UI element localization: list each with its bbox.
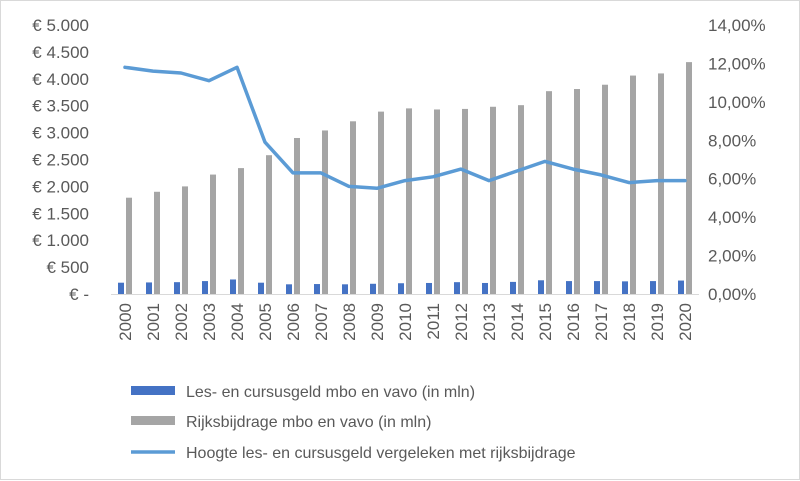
left-axis-tick: € - (69, 285, 89, 304)
x-axis-tick-2012: 2012 (452, 303, 471, 341)
bar-lesgeld-2007 (314, 284, 320, 294)
x-axis-tick-2019: 2019 (648, 303, 667, 341)
left-axis-tick: € 4.500 (32, 43, 89, 62)
bar-lesgeld-2004 (230, 279, 236, 294)
left-axis-tick: € 1.000 (32, 231, 89, 250)
x-axis-tick-2013: 2013 (480, 303, 499, 341)
bar-rijksbijdrage-2020 (686, 62, 692, 294)
x-axis-tick-2010: 2010 (396, 303, 415, 341)
x-axis-tick-2008: 2008 (340, 303, 359, 341)
right-axis-tick: 6,00% (708, 170, 756, 189)
bar-rijksbijdrage-2016 (574, 89, 580, 294)
right-axis-tick: 8,00% (708, 131, 756, 150)
x-axis-tick-2011: 2011 (424, 303, 443, 340)
bar-lesgeld-2001 (146, 282, 152, 294)
right-axis: 0,00% 2,00% 4,00% 6,00% 8,00% 10,00% 12,00% 14,… (708, 16, 766, 304)
bar-rijksbijdrage-2019 (658, 73, 664, 294)
bar-rijksbijdrage-2007 (322, 130, 328, 294)
right-axis-tick: 4,00% (708, 208, 756, 227)
left-axis-tick: € 3.000 (32, 124, 89, 143)
x-axis-tick-2004: 2004 (228, 303, 247, 341)
right-axis-tick: 2,00% (708, 247, 756, 266)
bar-rijksbijdrage-2012 (462, 109, 468, 294)
bar-rijksbijdrage-2004 (238, 168, 244, 294)
bar-rijksbijdrage-2017 (602, 85, 608, 294)
x-axis-tick-2016: 2016 (564, 303, 583, 341)
legend: Les- en cursusgeld mbo en vavo (in mln) R… (131, 384, 576, 462)
bar-lesgeld-2020 (678, 281, 684, 294)
bar-lesgeld-2017 (594, 281, 600, 294)
x-axis-tick-2015: 2015 (536, 303, 555, 341)
x-axis-tick-2018: 2018 (620, 303, 639, 341)
left-axis-tick: € 4.000 (32, 70, 89, 89)
bar-rijksbijdrage-2018 (630, 76, 636, 294)
x-axis-tick-2006: 2006 (284, 303, 303, 341)
x-axis-tick-2000: 2000 (116, 303, 135, 341)
bar-lesgeld-2013 (482, 283, 488, 294)
x-axis-tick-2014: 2014 (508, 303, 527, 341)
bar-rijksbijdrage-2006 (294, 138, 300, 294)
bar-lesgeld-2014 (510, 282, 516, 294)
bar-lesgeld-2000 (118, 283, 124, 294)
left-axis: € - € 500 € 1.000 € 1.500 € 2.000 € 2.500 € 3.… (32, 16, 89, 304)
bar-rijksbijdrage-2001 (154, 192, 160, 294)
legend-swatch-rijksbijdrage (131, 416, 175, 425)
legend-label-ratio: Hoogte les- en cursusgeld vergeleken met… (186, 445, 576, 462)
bar-lesgeld-2018 (622, 281, 628, 294)
bar-rijksbijdrage-2005 (266, 155, 272, 294)
bar-rijksbijdrage-2014 (518, 105, 524, 294)
right-axis-tick: 0,00% (708, 285, 756, 304)
bar-lesgeld-2019 (650, 281, 656, 294)
x-axis-tick-2020: 2020 (676, 303, 695, 341)
bar-lesgeld-2008 (342, 284, 348, 294)
right-axis-tick: 10,00% (708, 93, 766, 112)
right-axis-tick: 14,00% (708, 16, 766, 35)
x-axis-tick-2001: 2001 (144, 303, 163, 341)
bar-rijksbijdrage-2011 (434, 109, 440, 294)
left-axis-tick: € 3.500 (32, 97, 89, 116)
bar-rijksbijdrage-2003 (210, 175, 216, 294)
bar-rijksbijdrage-2000 (126, 198, 132, 294)
left-axis-tick: € 2.500 (32, 151, 89, 170)
bar-lesgeld-2006 (286, 284, 292, 294)
legend-label-rijksbijdrage: Rijksbijdrage mbo en vavo (in mln) (186, 414, 431, 431)
x-axis-tick-2009: 2009 (368, 303, 387, 341)
line-layer (125, 67, 685, 188)
x-axis-tick-2007: 2007 (312, 303, 331, 341)
x-axis-tick-2005: 2005 (256, 303, 275, 341)
left-axis-tick: € 500 (46, 258, 89, 277)
bar-rijksbijdrage-2009 (378, 112, 384, 294)
right-axis-tick: 12,00% (708, 54, 766, 73)
bar-lesgeld-2016 (566, 281, 572, 294)
legend-label-lesgeld: Les- en cursusgeld mbo en vavo (in mln) (186, 384, 475, 401)
legend-swatch-lesgeld (131, 386, 175, 395)
x-axis-tick-2017: 2017 (592, 303, 611, 341)
bar-lesgeld-2010 (398, 283, 404, 294)
bar-rijksbijdrage-2008 (350, 121, 356, 294)
bar-lesgeld-2009 (370, 284, 376, 294)
x-axis-tick-2002: 2002 (172, 303, 191, 341)
bar-rijksbijdrage-2013 (490, 107, 496, 294)
bar-lesgeld-2003 (202, 281, 208, 294)
x-axis: 2000 2001 2002 2003 2004 2005 2006 2007 2008 2009… (111, 295, 699, 341)
bar-lesgeld-2002 (174, 282, 180, 294)
bar-lesgeld-2012 (454, 282, 460, 294)
bar-rijksbijdrage-2010 (406, 108, 412, 294)
left-axis-tick: € 1.500 (32, 204, 89, 223)
line-series-ratio (125, 67, 685, 188)
bar-lesgeld-2005 (258, 283, 264, 294)
bar-rijksbijdrage-2015 (546, 91, 552, 294)
x-axis-tick-2003: 2003 (200, 303, 219, 341)
left-axis-tick: € 5.000 (32, 16, 89, 35)
bar-lesgeld-2015 (538, 280, 544, 294)
bar-rijksbijdrage-2002 (182, 186, 188, 294)
bar-lesgeld-2011 (426, 283, 432, 294)
left-axis-tick: € 2.000 (32, 177, 89, 196)
